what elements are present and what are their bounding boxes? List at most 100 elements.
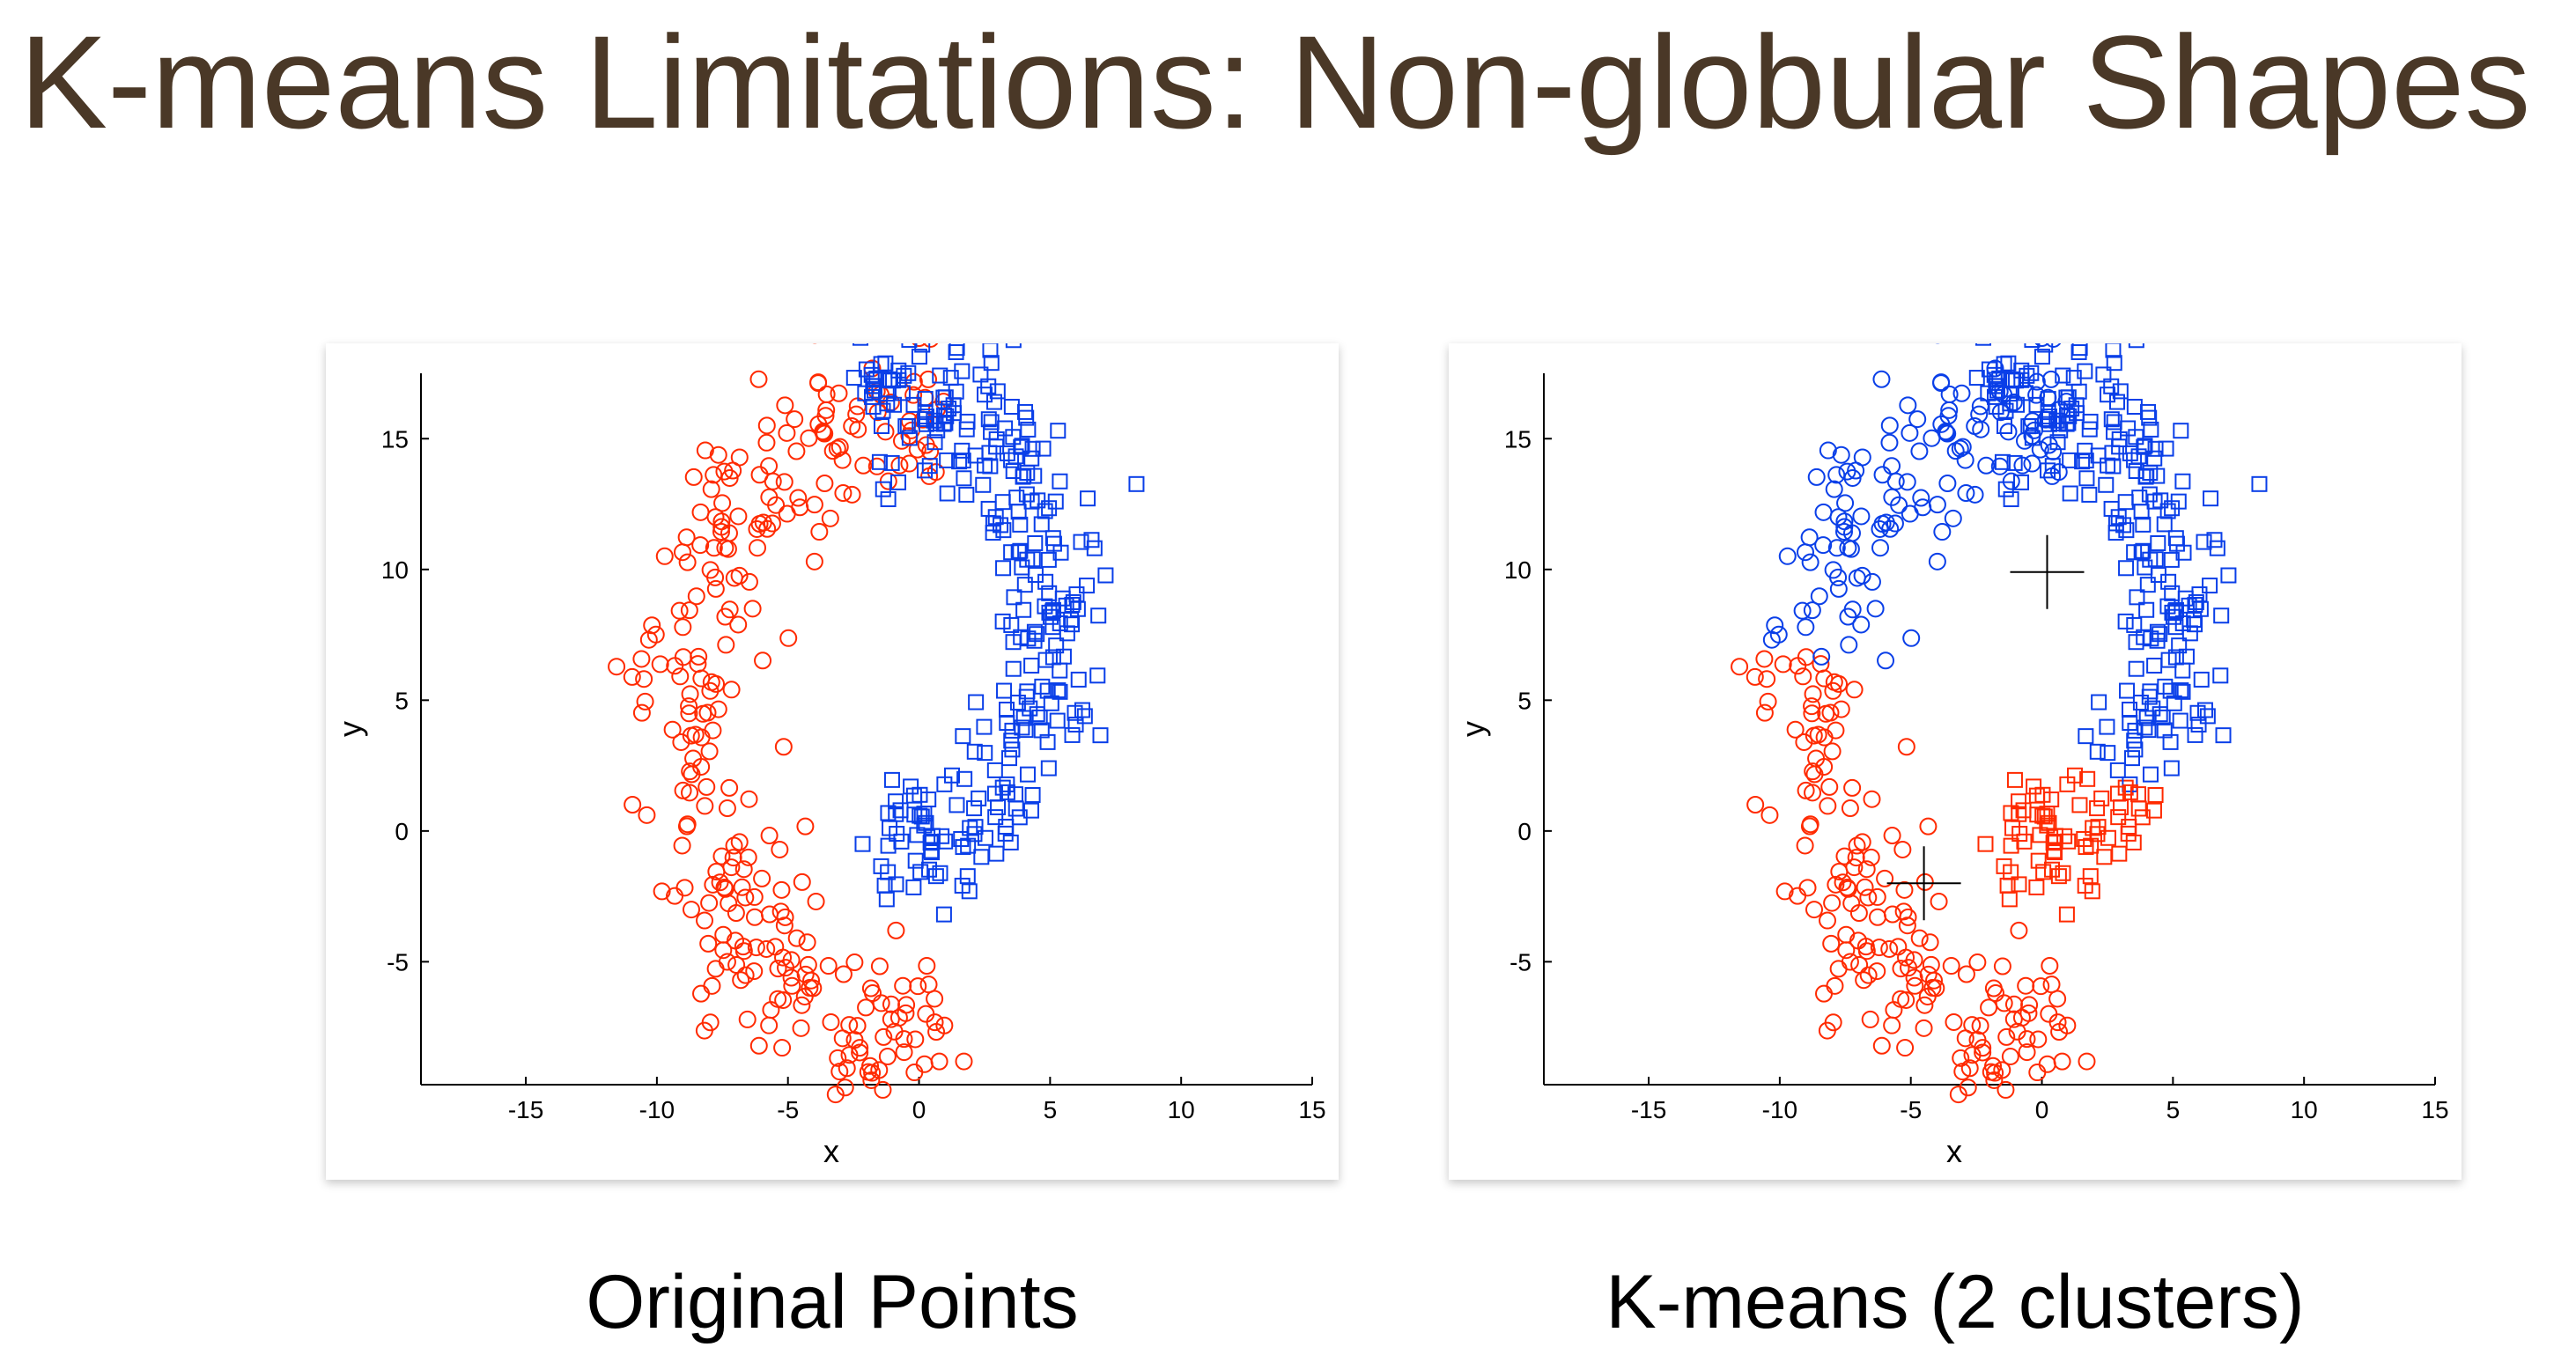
data-point-circle [809, 374, 828, 393]
data-point-square [958, 486, 975, 503]
data-point-circle [1845, 858, 1864, 877]
data-point-square [1002, 834, 1019, 850]
data-point-square [1003, 398, 1020, 415]
data-point-circle [1897, 948, 1915, 967]
data-point-circle [722, 681, 741, 699]
data-point-square [1003, 544, 1020, 561]
data-point-square [2192, 600, 2209, 617]
data-point-circle [706, 508, 725, 526]
y-axis-label: y [1455, 721, 1491, 737]
data-point-circle [753, 869, 771, 887]
data-point-square [1968, 370, 1985, 387]
data-point-square [880, 805, 897, 821]
data-point-circle [740, 572, 758, 591]
data-point-square [1010, 504, 1027, 520]
data-point-circle [1829, 508, 1848, 526]
data-point-square [2163, 760, 2180, 777]
data-point-square [971, 790, 987, 806]
data-point-circle [1804, 762, 1822, 781]
data-point-square [2129, 786, 2146, 803]
data-point-circle [1809, 725, 1827, 744]
data-point-square [2143, 630, 2159, 647]
data-point-circle [2040, 1005, 2058, 1023]
data-point-circle [677, 528, 696, 547]
data-point-circle [1977, 456, 1996, 475]
data-point-square [948, 797, 965, 814]
data-point-square [2013, 474, 2030, 490]
data-point-square [2251, 475, 2268, 492]
data-point-circle [1898, 917, 1916, 935]
data-point-circle [789, 489, 808, 507]
data-point-circle [1814, 536, 1833, 555]
data-point-circle [1755, 650, 1774, 668]
data-point-circle [927, 1023, 946, 1042]
data-point-circle [2018, 1043, 2036, 1062]
data-point-circle [764, 472, 782, 490]
data-point-square [1975, 343, 1992, 346]
data-point-circle [1856, 878, 1874, 896]
data-point-square [1080, 490, 1096, 507]
data-point-circle [666, 657, 684, 675]
data-point-square [2000, 355, 2017, 372]
data-point-circle [1826, 976, 1844, 995]
data-point-square [877, 355, 894, 372]
data-point-square [917, 462, 934, 479]
data-point-square [2118, 560, 2135, 577]
data-point-circle [799, 955, 817, 974]
data-point-circle [1863, 572, 1881, 591]
data-point-square [1004, 722, 1021, 739]
data-point-square [948, 344, 964, 361]
data-point-circle [702, 480, 720, 498]
data-point-square [1012, 516, 1029, 533]
data-point-circle [1892, 960, 1910, 978]
data-point-circle [1794, 667, 1812, 686]
data-point-circle [930, 1052, 948, 1071]
data-point-square [875, 402, 891, 419]
data-point-square [2158, 440, 2174, 457]
data-point-circle [863, 984, 882, 1003]
data-point-square [1015, 468, 1031, 485]
data-point-square [954, 442, 971, 459]
data-point-square [977, 457, 993, 474]
data-point-circle [796, 817, 815, 836]
data-point-square [980, 411, 997, 428]
data-point-square [1003, 452, 1020, 468]
data-point-square [2128, 660, 2144, 677]
data-point-square [1014, 719, 1030, 736]
data-point-circle [1966, 485, 1984, 504]
data-point-circle [1746, 796, 1765, 814]
data-point-square [2152, 626, 2168, 643]
data-point-circle [1880, 939, 1899, 958]
data-point-square [853, 343, 869, 346]
data-point-circle [757, 433, 776, 452]
data-point-square [1997, 481, 2014, 497]
data-point-square [2156, 516, 2173, 533]
data-point-square [854, 836, 871, 852]
data-point-circle [843, 485, 861, 504]
data-point-circle [917, 1005, 935, 1023]
data-point-square [1006, 589, 1022, 606]
data-point-circle [1902, 629, 1921, 647]
data-point-circle [1834, 522, 1853, 541]
data-point-square [2077, 877, 2093, 894]
data-point-circle [1810, 587, 1828, 606]
data-point-circle [675, 879, 694, 897]
data-point-circle [736, 888, 755, 907]
data-point-circle [1804, 685, 1822, 703]
data-point-square [2111, 845, 2128, 862]
data-point-circle [681, 685, 699, 703]
data-point-square [2126, 733, 2143, 749]
data-point-square [2127, 722, 2144, 739]
data-point-circle [745, 908, 764, 926]
data-point-square [1034, 678, 1051, 695]
data-point-square [994, 494, 1011, 511]
data-point-square [951, 453, 968, 470]
data-point-circle [732, 971, 750, 990]
data-point-square [2126, 544, 2143, 561]
data-point-square [2082, 868, 2099, 885]
data-point-circle [1897, 738, 1915, 756]
data-point-square [2009, 396, 2026, 413]
data-point-circle [878, 1048, 897, 1066]
data-point-circle [720, 468, 739, 487]
data-point-square [1008, 490, 1025, 506]
